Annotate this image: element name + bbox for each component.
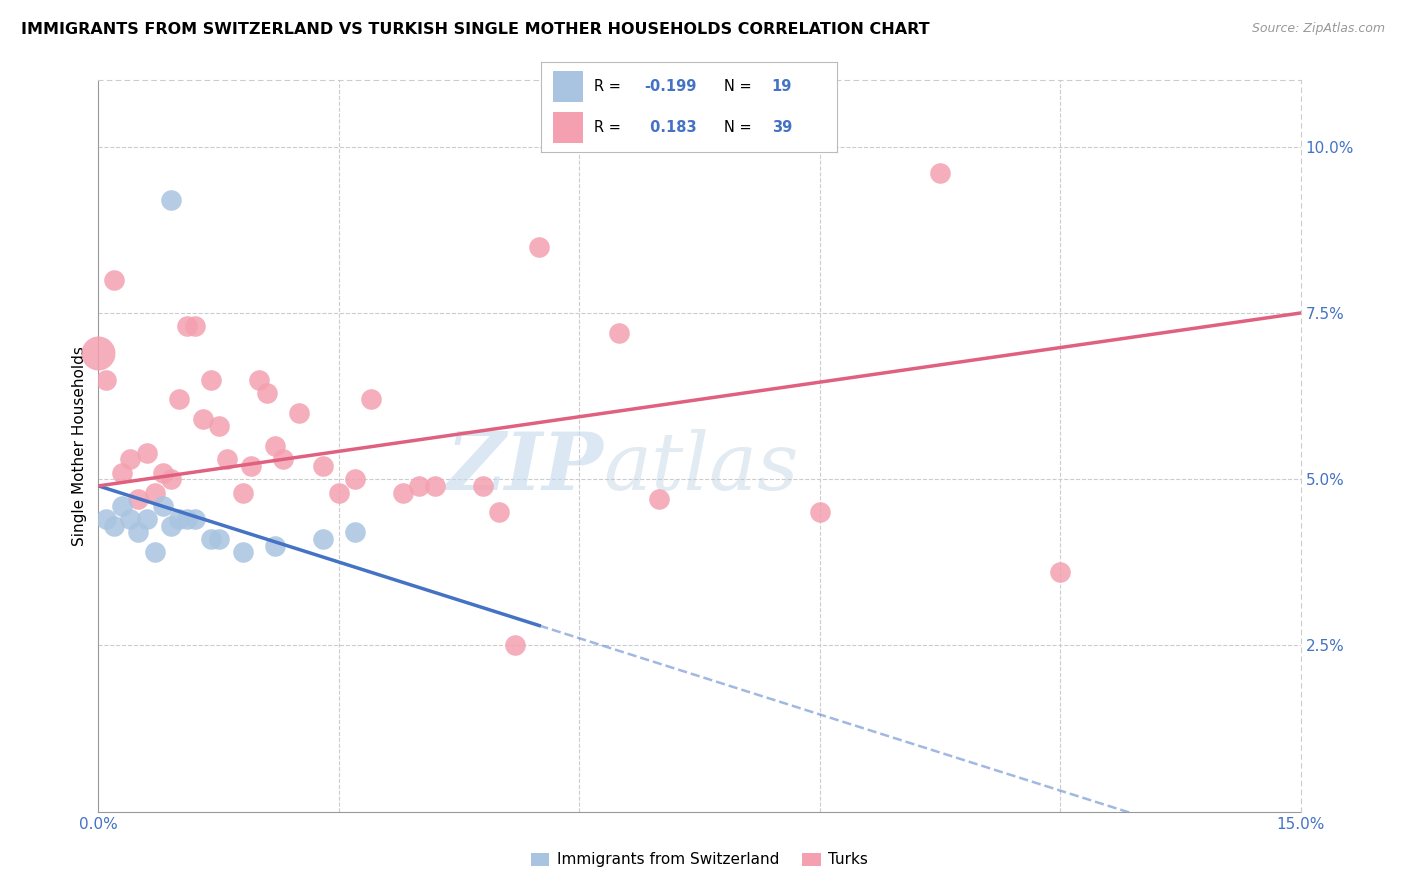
Point	[103, 518, 125, 533]
Point	[111, 499, 134, 513]
Point	[111, 466, 134, 480]
Point	[609, 326, 631, 340]
Point	[208, 532, 231, 546]
Point	[200, 372, 222, 386]
Text: ZIP: ZIP	[447, 429, 603, 507]
Point	[472, 479, 495, 493]
Point	[232, 545, 254, 559]
Text: N =: N =	[724, 120, 756, 135]
Point	[423, 479, 446, 493]
Point	[312, 458, 335, 473]
Point	[929, 166, 952, 180]
FancyBboxPatch shape	[553, 112, 582, 143]
Y-axis label: Single Mother Households: Single Mother Households	[72, 346, 87, 546]
Point	[288, 406, 311, 420]
Legend: Immigrants from Switzerland, Turks: Immigrants from Switzerland, Turks	[524, 847, 875, 873]
Text: atlas: atlas	[603, 429, 799, 507]
Point	[232, 485, 254, 500]
Point	[256, 385, 278, 400]
Point	[529, 239, 551, 253]
Text: 39: 39	[772, 120, 792, 135]
Point	[103, 273, 125, 287]
Point	[360, 392, 382, 407]
Point	[343, 472, 366, 486]
Point	[343, 525, 366, 540]
Point	[167, 392, 190, 407]
Point	[152, 499, 174, 513]
Point	[312, 532, 335, 546]
Point	[135, 445, 157, 459]
Point	[247, 372, 270, 386]
Text: 19: 19	[772, 79, 792, 94]
Point	[152, 466, 174, 480]
Point	[96, 512, 118, 526]
Point	[128, 525, 150, 540]
Point	[1049, 566, 1071, 580]
Point	[87, 346, 110, 360]
Point	[408, 479, 430, 493]
Text: R =: R =	[595, 120, 626, 135]
Point	[183, 319, 205, 334]
Point	[263, 439, 285, 453]
Point	[176, 512, 198, 526]
Point	[143, 485, 166, 500]
Point	[167, 512, 190, 526]
Point	[135, 512, 157, 526]
Text: 0.183: 0.183	[645, 120, 696, 135]
Point	[159, 518, 181, 533]
Point	[503, 639, 526, 653]
Point	[271, 452, 294, 467]
Point	[128, 492, 150, 507]
Point	[120, 452, 142, 467]
Point	[208, 419, 231, 434]
Point	[176, 319, 198, 334]
Point	[808, 506, 831, 520]
Point	[191, 412, 214, 426]
Point	[143, 545, 166, 559]
Point	[96, 372, 118, 386]
Point	[215, 452, 238, 467]
Point	[120, 512, 142, 526]
FancyBboxPatch shape	[553, 71, 582, 102]
Point	[488, 506, 510, 520]
Point	[159, 193, 181, 207]
Point	[239, 458, 262, 473]
Point	[392, 485, 415, 500]
Point	[200, 532, 222, 546]
Point	[159, 472, 181, 486]
Point	[263, 539, 285, 553]
Point	[183, 512, 205, 526]
Point	[648, 492, 671, 507]
Point	[328, 485, 350, 500]
Text: -0.199: -0.199	[645, 79, 697, 94]
Text: R =: R =	[595, 79, 626, 94]
Text: IMMIGRANTS FROM SWITZERLAND VS TURKISH SINGLE MOTHER HOUSEHOLDS CORRELATION CHAR: IMMIGRANTS FROM SWITZERLAND VS TURKISH S…	[21, 22, 929, 37]
Text: N =: N =	[724, 79, 756, 94]
Text: Source: ZipAtlas.com: Source: ZipAtlas.com	[1251, 22, 1385, 36]
